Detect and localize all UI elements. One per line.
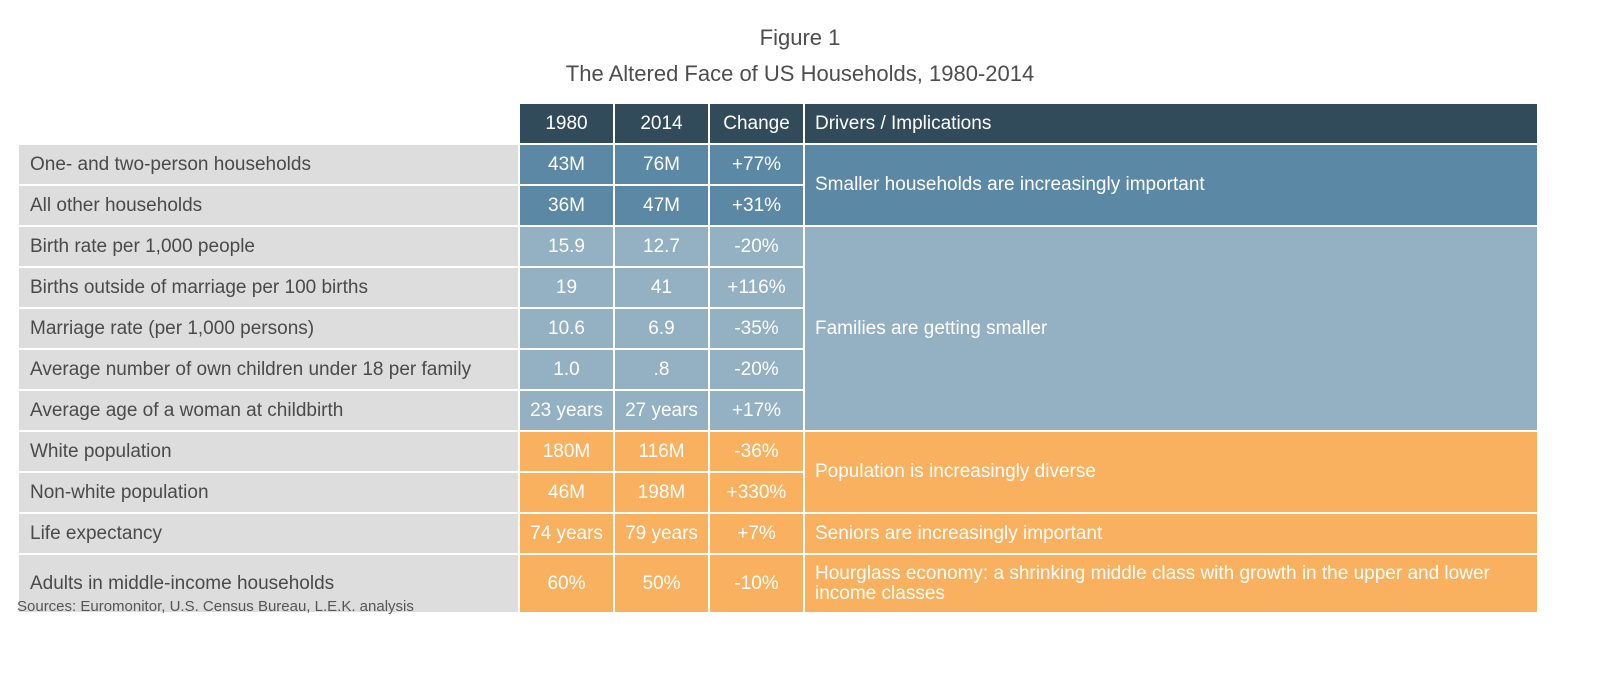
value-2014: 198M (613, 471, 710, 514)
value-1980: 74 years (518, 512, 615, 555)
table-row: White population 180M 116M -36% Populati… (17, 430, 1539, 514)
value-2014: 76M (613, 143, 710, 186)
value-change: +7% (708, 512, 805, 555)
value-2014: 50% (613, 553, 710, 614)
value-1980: 1.0 (518, 348, 615, 391)
col-header-2014: 2014 (613, 102, 710, 145)
row-label: White population (17, 430, 520, 473)
value-2014: 27 years (613, 389, 710, 432)
header-blank (17, 102, 520, 145)
value-1980: 10.6 (518, 307, 615, 350)
row-label: Non-white population (17, 471, 520, 514)
value-change: +330% (708, 471, 805, 514)
driver-households: Smaller households are increasingly impo… (803, 143, 1539, 227)
header-row: 1980 2014 Change Drivers / Implications (17, 102, 1539, 145)
table-row: Non-white population 46M 198M +330% (17, 471, 1538, 514)
value-2014: 12.7 (613, 225, 710, 268)
row-label: Average number of own children under 18 … (17, 348, 520, 391)
driver-seniors: Seniors are increasingly important (803, 512, 1539, 555)
table-row: Average number of own children under 18 … (17, 348, 1538, 391)
driver-population: Population is increasingly diverse (803, 430, 1539, 514)
row-label: Life expectancy (17, 512, 520, 555)
value-1980: 15.9 (518, 225, 615, 268)
row-label: Adults in middle-income households (17, 553, 520, 614)
row-label: All other households (17, 184, 520, 227)
value-change: +31% (708, 184, 805, 227)
col-header-drivers: Drivers / Implications (803, 102, 1539, 145)
value-change: -10% (708, 553, 805, 614)
value-change: -20% (708, 348, 805, 391)
value-1980: 180M (518, 430, 615, 473)
col-header-change: Change (708, 102, 805, 145)
table-row: Birth rate per 1,000 people 15.9 12.7 -2… (17, 225, 1539, 432)
table-row: Adults in middle-income households 60% 5… (17, 553, 1539, 614)
value-2014: 116M (613, 430, 710, 473)
row-label: Births outside of marriage per 100 birth… (17, 266, 520, 309)
value-1980: 23 years (518, 389, 615, 432)
value-2014: 41 (613, 266, 710, 309)
sources-note: Sources: Euromonitor, U.S. Census Bureau… (17, 598, 414, 615)
col-header-1980: 1980 (518, 102, 615, 145)
driver-hourglass: Hourglass economy: a shrinking middle cl… (803, 553, 1539, 614)
value-1980: 43M (518, 143, 615, 186)
value-1980: 46M (518, 471, 615, 514)
value-2014: 6.9 (613, 307, 710, 350)
row-label: One- and two-person households (17, 143, 520, 186)
value-change: +77% (708, 143, 805, 186)
table-row: One- and two-person households 43M 76M +… (17, 143, 1539, 227)
driver-families: Families are getting smaller (803, 225, 1539, 432)
table-row: Average age of a woman at childbirth 23 … (17, 389, 1538, 432)
data-table: 1980 2014 Change Drivers / Implications … (17, 102, 1539, 614)
value-2014: .8 (613, 348, 710, 391)
table-row: Life expectancy 74 years 79 years +7% Se… (17, 512, 1539, 555)
chart-title: The Altered Face of US Households, 1980-… (565, 61, 1035, 86)
value-change: -35% (708, 307, 805, 350)
row-label: Marriage rate (per 1,000 persons) (17, 307, 520, 350)
table-row: Births outside of marriage per 100 birth… (17, 266, 1538, 309)
table-row: Marriage rate (per 1,000 persons) 10.6 6… (17, 307, 1538, 350)
value-1980: 36M (518, 184, 615, 227)
row-label: Birth rate per 1,000 people (17, 225, 520, 268)
value-change: +17% (708, 389, 805, 432)
value-change: -20% (708, 225, 805, 268)
row-label: Average age of a woman at childbirth (17, 389, 520, 432)
value-1980: 60% (518, 553, 615, 614)
figure-label: Figure 1 (759, 25, 841, 50)
value-1980: 19 (518, 266, 615, 309)
value-2014: 79 years (613, 512, 710, 555)
value-2014: 47M (613, 184, 710, 227)
value-change: -36% (708, 430, 805, 473)
value-change: +116% (708, 266, 805, 309)
table-row: All other households 36M 47M +31% (17, 184, 1538, 227)
